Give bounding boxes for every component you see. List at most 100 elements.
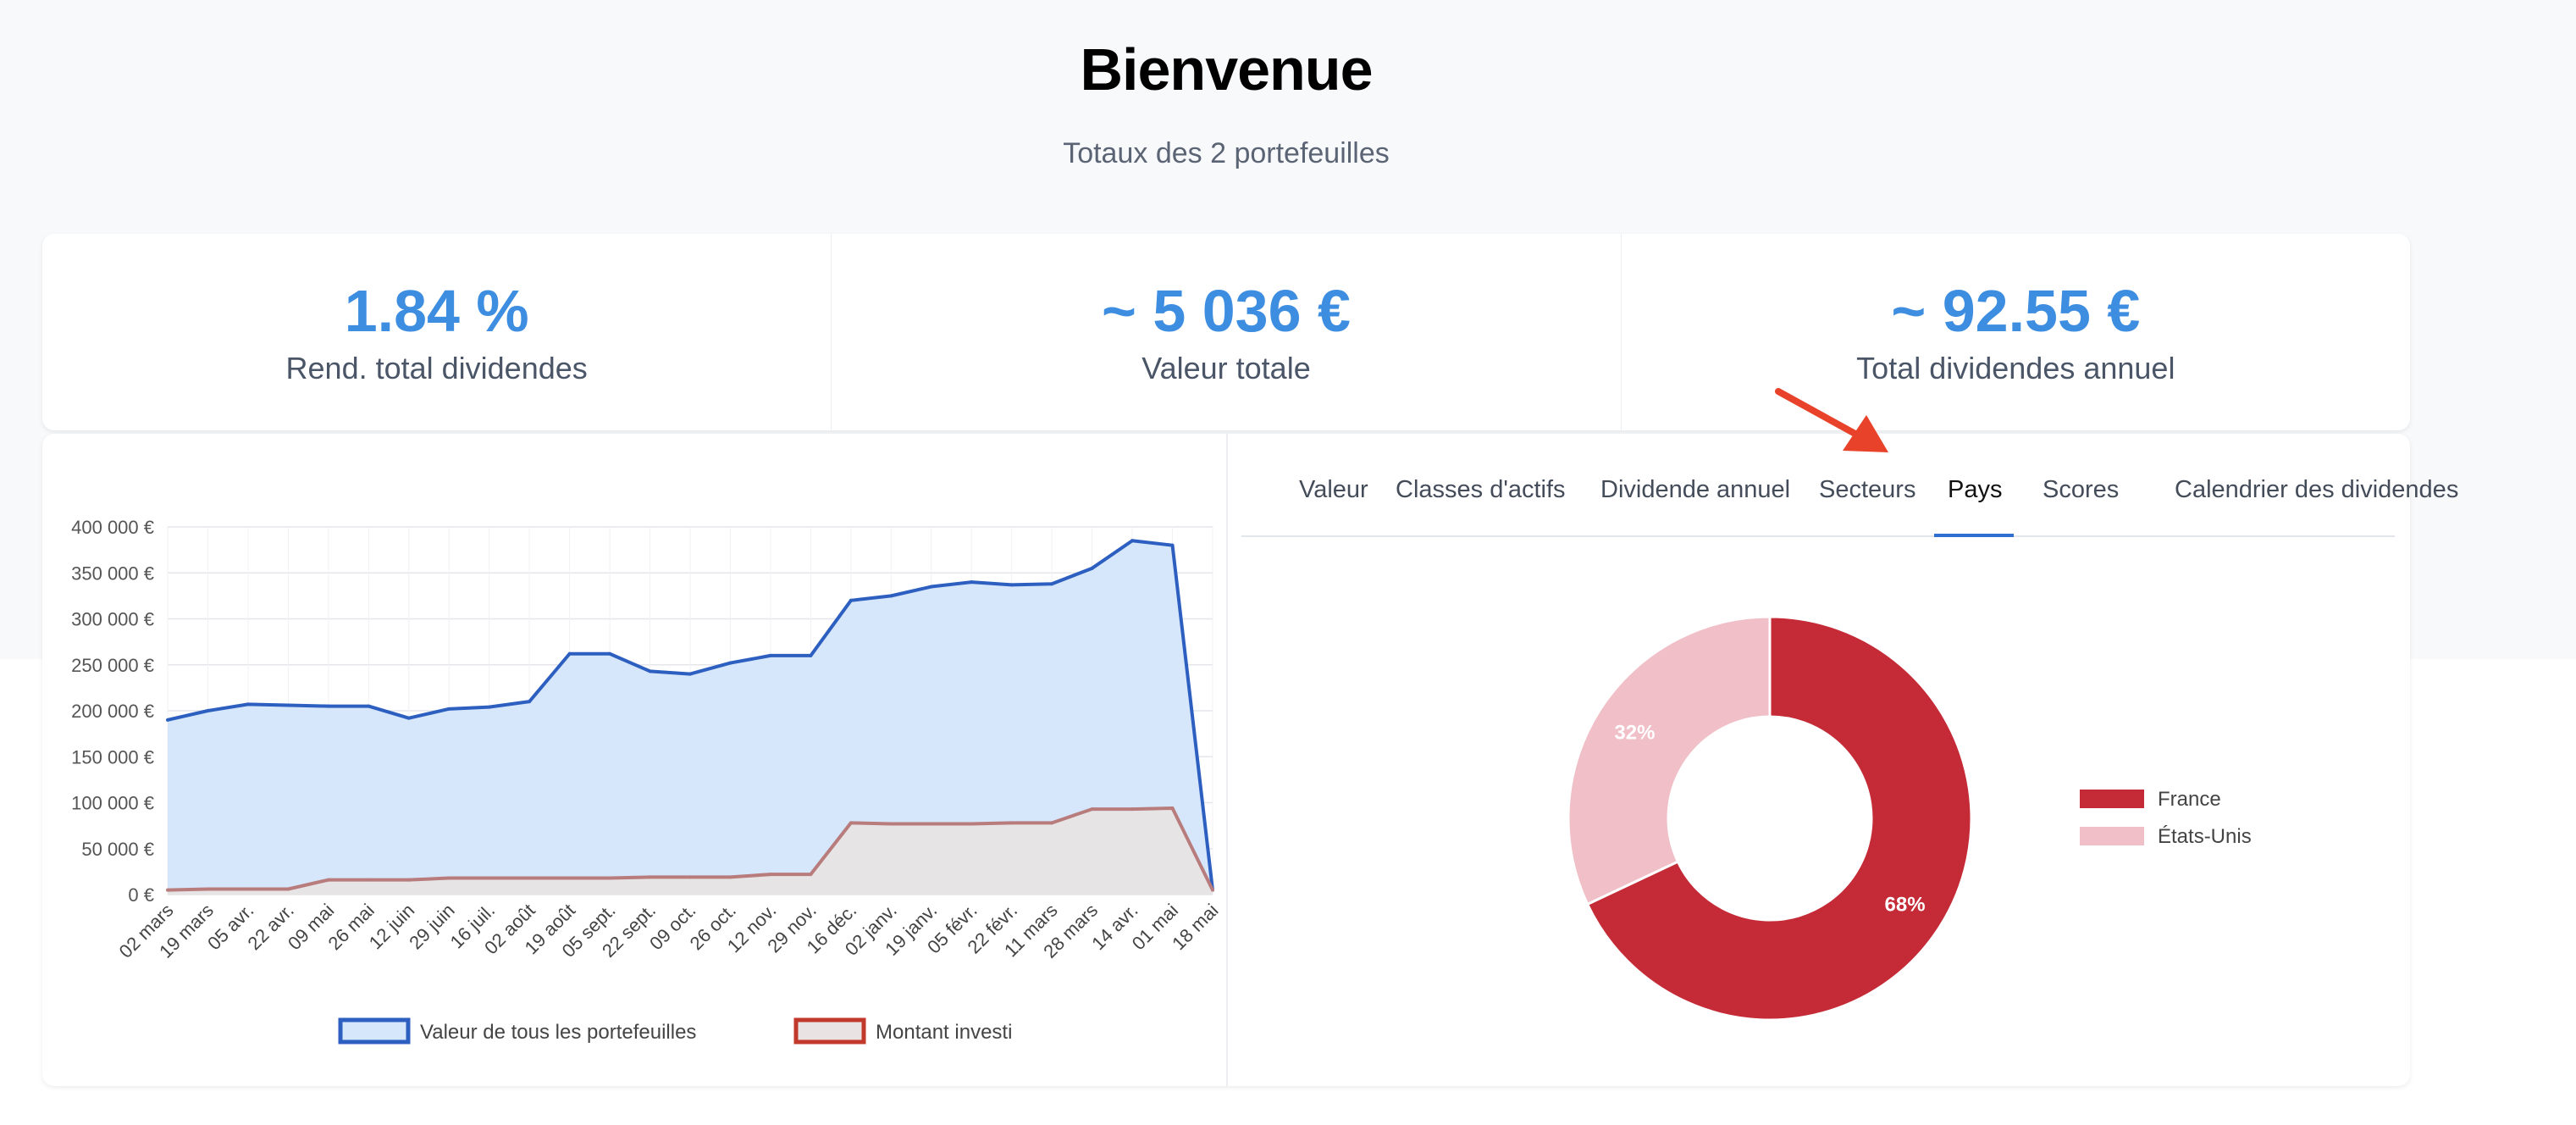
panel-divider xyxy=(1226,434,1228,1086)
data-point xyxy=(1090,807,1094,812)
legend-label: Valeur de tous les portefeuilles xyxy=(420,1021,696,1044)
data-point xyxy=(206,709,210,712)
data-point xyxy=(1130,807,1135,812)
data-point xyxy=(889,822,893,826)
x-tick-label: 29 juin xyxy=(405,900,459,954)
data-point xyxy=(367,704,371,708)
y-tick-label: 100 000 € xyxy=(71,793,154,814)
stat-dividend-yield: 1.84 % Rend. total dividendes xyxy=(42,234,832,430)
pie-slice xyxy=(1567,615,1772,906)
legend-swatch xyxy=(2080,827,2144,845)
stat-value: ~ 5 036 € xyxy=(1102,277,1351,344)
data-point xyxy=(246,887,250,891)
legend-swatch xyxy=(793,1017,866,1045)
data-point xyxy=(326,704,330,708)
data-point xyxy=(1050,821,1054,825)
data-point xyxy=(1211,888,1214,892)
y-tick-label: 300 000 € xyxy=(71,609,154,630)
data-point xyxy=(206,887,210,891)
tab-valeur[interactable]: Valeur xyxy=(1299,476,1368,503)
series-area xyxy=(168,540,1213,895)
x-tick-label: 12 juin xyxy=(365,900,419,954)
legend-label: France xyxy=(2158,788,2221,811)
annotation-arrow-icon xyxy=(1775,388,1888,452)
stat-total-value: ~ 5 036 € Valeur totale xyxy=(832,234,1622,430)
data-point xyxy=(970,822,974,826)
data-point xyxy=(768,873,772,877)
data-point xyxy=(849,598,853,602)
data-point xyxy=(1170,806,1175,811)
y-tick-label: 0 € xyxy=(128,884,154,906)
data-point xyxy=(528,700,532,704)
y-tick-label: 150 000 € xyxy=(71,746,154,768)
stat-label: Rend. total dividendes xyxy=(285,350,588,385)
data-point xyxy=(768,653,772,657)
stat-label: Valeur totale xyxy=(1142,350,1311,385)
data-point xyxy=(929,585,933,589)
data-point xyxy=(889,594,893,598)
pie-slice xyxy=(1585,615,1973,1022)
legend-swatch xyxy=(2080,790,2144,808)
data-point xyxy=(809,653,813,657)
data-point xyxy=(286,887,290,891)
y-tick-label: 200 000 € xyxy=(71,701,154,722)
data-point xyxy=(1130,539,1135,543)
data-point xyxy=(1090,566,1094,570)
data-point xyxy=(487,705,491,709)
y-tick-label: 400 000 € xyxy=(71,517,154,538)
data-point xyxy=(809,873,813,877)
data-point xyxy=(608,876,612,880)
x-tick-label: 26 mai xyxy=(323,900,378,954)
legend-label: États-Unis xyxy=(2158,825,2252,848)
active-tab-indicator xyxy=(1934,534,2014,537)
portfolio-value-chart: 0 € 50 000 € 100 000 € 150 000 € 200 000 € 25… xyxy=(71,517,1223,1045)
tab-pays[interactable]: Pays xyxy=(1948,476,2003,503)
data-point xyxy=(688,875,692,879)
data-point xyxy=(166,888,169,892)
data-point xyxy=(367,878,371,882)
data-point xyxy=(567,651,572,656)
stat-value: ~ 92.55 € xyxy=(1891,277,2141,344)
y-tick-label: 350 000 € xyxy=(71,562,154,584)
data-point xyxy=(1009,821,1014,825)
data-point xyxy=(608,651,612,656)
slice-label: 68% xyxy=(1885,893,1926,916)
data-point xyxy=(728,661,732,665)
y-tick-label: 250 000 € xyxy=(71,655,154,676)
data-point xyxy=(406,716,411,720)
country-donut-chart: 68% 32% France États-Unis xyxy=(1567,615,2252,1022)
data-point xyxy=(567,876,572,880)
slice-label: 32% xyxy=(1614,722,1655,745)
data-point xyxy=(929,822,933,826)
legend-label: Montant investi xyxy=(876,1021,1012,1044)
data-point xyxy=(286,703,290,707)
stat-value: 1.84 % xyxy=(344,277,529,344)
tab-classes-actifs[interactable]: Classes d'actifs xyxy=(1396,476,1566,503)
data-point xyxy=(728,875,732,879)
stats-card: 1.84 % Rend. total dividendes ~ 5 036 € … xyxy=(42,234,2410,430)
x-tick-label: 18 mai xyxy=(1168,900,1222,954)
data-point xyxy=(487,876,491,880)
data-point xyxy=(246,702,250,707)
chart-tabs: Valeur Classes d'actifs Dividende annuel… xyxy=(1241,434,2458,537)
data-point xyxy=(326,878,330,882)
legend-swatch xyxy=(338,1017,411,1045)
series-area xyxy=(168,808,1213,895)
data-point xyxy=(447,876,451,880)
data-point xyxy=(970,580,974,585)
data-point xyxy=(1170,543,1175,547)
data-point xyxy=(1050,582,1054,586)
data-point xyxy=(648,669,652,673)
tab-calendrier-dividendes[interactable]: Calendrier des dividendes xyxy=(2175,476,2459,503)
charts-panel: 0 € 50 000 € 100 000 € 150 000 € 200 000 € 25… xyxy=(42,434,2458,1086)
data-point xyxy=(528,876,532,880)
data-point xyxy=(849,821,853,825)
tab-dividende-annuel[interactable]: Dividende annuel xyxy=(1600,476,1791,503)
stat-label: Total dividendes annuel xyxy=(1856,350,2175,385)
tab-secteurs[interactable]: Secteurs xyxy=(1819,476,1916,503)
stat-annual-dividends: ~ 92.55 € Total dividendes annuel xyxy=(1622,234,2410,430)
data-point xyxy=(648,875,652,879)
tab-scores[interactable]: Scores xyxy=(2043,476,2120,503)
data-point xyxy=(406,878,411,882)
page-title: Bienvenue xyxy=(1080,36,1374,103)
